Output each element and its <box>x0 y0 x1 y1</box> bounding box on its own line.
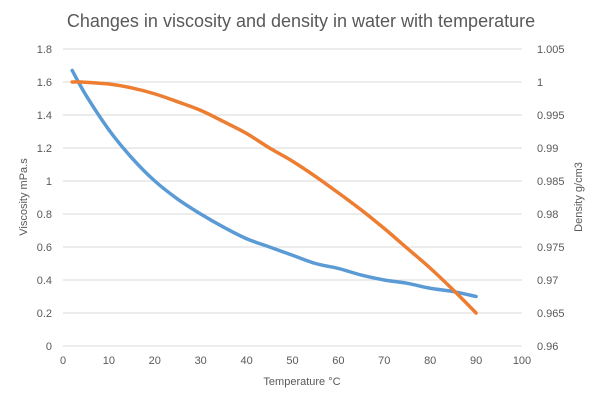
y-right-tick-label: 0.97 <box>537 275 558 287</box>
x-tick-label: 70 <box>378 355 390 367</box>
y-right-tick-label: 0.96 <box>537 341 558 353</box>
y-right-tick-label: 1.005 <box>537 44 565 56</box>
x-tick-label: 50 <box>286 355 298 367</box>
y-left-tick-label: 0.4 <box>37 275 52 287</box>
y-left-tick-label: 0.2 <box>37 308 52 320</box>
x-tick-label: 20 <box>149 355 161 367</box>
y-left-axis-title: Viscosity mPa.s <box>18 158 30 236</box>
y-left-tick-label: 1 <box>46 176 52 188</box>
y-left-tick-label: 1.8 <box>37 44 52 56</box>
x-tick-label: 40 <box>240 355 252 367</box>
x-tick-labels: 0 10 20 30 40 50 60 70 80 90 100 <box>60 355 531 367</box>
x-tick-label: 10 <box>103 355 115 367</box>
x-tick-label: 90 <box>470 355 482 367</box>
x-axis-title: Temperature °C <box>263 376 340 388</box>
x-tick-label: 0 <box>60 355 66 367</box>
y-left-tick-label: 0.8 <box>37 209 52 221</box>
series <box>70 68 478 315</box>
y-right-tick-label: 1 <box>537 77 543 89</box>
y-right-tick-labels: 0.96 0.965 0.97 0.975 0.98 0.985 0.99 0.995 1 1.0… <box>537 44 565 353</box>
y-left-tick-labels: 0 0.2 0.4 0.6 0.8 1 1.2 1.4 1.6 1.8 <box>37 44 52 353</box>
viscosity-series-line <box>70 68 478 299</box>
x-tick-label: 30 <box>195 355 207 367</box>
y-left-tick-label: 1.2 <box>37 143 52 155</box>
y-right-axis-title: Density g/cm3 <box>573 162 585 232</box>
y-right-tick-label: 0.99 <box>537 143 558 155</box>
y-right-tick-label: 0.985 <box>537 176 565 188</box>
y-left-tick-label: 1.4 <box>37 110 52 122</box>
x-tick-label: 60 <box>332 355 344 367</box>
gridlines <box>63 48 522 347</box>
chart-title: Changes in viscosity and density in wate… <box>67 11 535 31</box>
y-right-tick-label: 0.995 <box>537 110 565 122</box>
x-tick-label: 80 <box>424 355 436 367</box>
y-left-tick-label: 1.6 <box>37 77 52 89</box>
y-left-tick-label: 0.6 <box>37 242 52 254</box>
density-series-line <box>70 80 478 315</box>
y-right-tick-label: 0.975 <box>537 242 565 254</box>
y-right-tick-label: 0.98 <box>537 209 558 221</box>
x-tick-label: 100 <box>513 355 531 367</box>
y-left-tick-label: 0 <box>46 341 52 353</box>
y-right-tick-label: 0.965 <box>537 308 565 320</box>
